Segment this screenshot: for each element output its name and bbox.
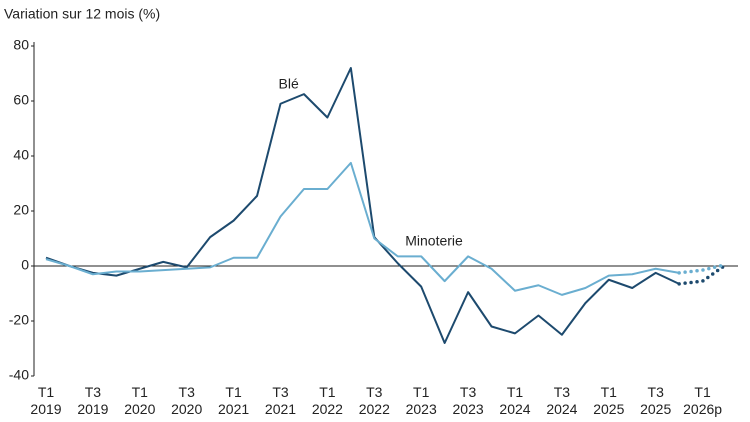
x-tick-label: T3 2023 bbox=[452, 384, 484, 417]
x-tick-label: T1 2024 bbox=[499, 384, 531, 417]
y-tick-label: 80 bbox=[13, 37, 29, 53]
projected-line bbox=[677, 262, 728, 286]
x-tick-label: T3 2019 bbox=[77, 384, 109, 417]
x-tick-label: T1 2021 bbox=[218, 384, 250, 417]
x-tick-label: T3 2025 bbox=[640, 384, 672, 417]
x-tick-label: T1 2022 bbox=[311, 384, 343, 417]
y-tick-label: 40 bbox=[13, 147, 29, 163]
x-tick-label: T1 2023 bbox=[405, 384, 437, 417]
x-tick-label: T3 2020 bbox=[171, 384, 203, 417]
x-tick-label: T3 2024 bbox=[546, 384, 578, 417]
x-tick-label: T1 2026p bbox=[683, 384, 723, 417]
x-tick-label: T1 2019 bbox=[30, 384, 62, 417]
x-tick-label: T3 2022 bbox=[358, 384, 390, 417]
y-tick-label: -40 bbox=[9, 367, 29, 383]
line bbox=[45, 161, 680, 296]
series-label: Minoterie bbox=[405, 233, 463, 249]
x-tick-label: T1 2025 bbox=[593, 384, 625, 417]
y-axis-title: Variation sur 12 mois (%) bbox=[4, 6, 160, 22]
x-tick-label: T3 2021 bbox=[264, 384, 297, 417]
projected-line bbox=[677, 262, 728, 275]
y-tick-label: -20 bbox=[9, 312, 29, 328]
x-tick-label: T1 2020 bbox=[124, 384, 156, 417]
series-label: Blé bbox=[279, 76, 299, 92]
y-tick-label: 0 bbox=[21, 257, 29, 273]
y-tick-label: 60 bbox=[13, 92, 29, 108]
line bbox=[45, 67, 680, 344]
y-tick-label: 20 bbox=[13, 202, 29, 218]
